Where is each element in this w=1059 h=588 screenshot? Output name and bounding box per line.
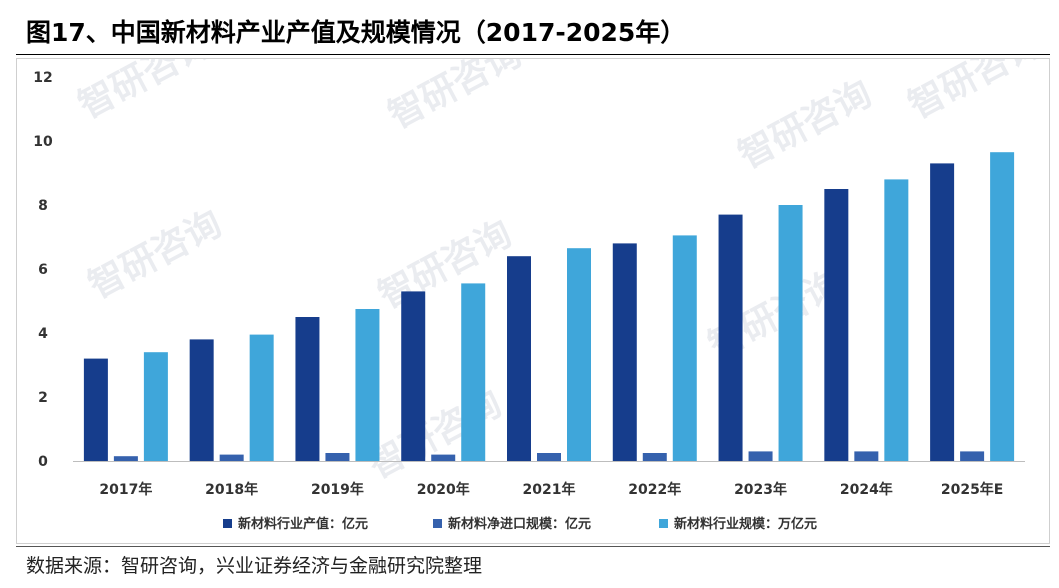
- bar-series-3: [144, 352, 168, 461]
- x-tick-label: 2022年: [628, 481, 681, 498]
- watermark-text: 智研咨询: [82, 203, 228, 307]
- bar-series-1: [824, 189, 848, 461]
- x-tick-label: 2017年: [99, 481, 152, 498]
- bar-series-3: [250, 335, 274, 461]
- bar-series-2: [114, 456, 138, 461]
- bar-series-2: [643, 453, 667, 461]
- bar-series-3: [884, 179, 908, 461]
- figure-title: 图17、中国新材料产业产值及规模情况（2017-2025年）: [26, 15, 685, 51]
- watermark-text: 智研咨询: [72, 59, 218, 127]
- y-tick-label: 2: [38, 390, 48, 406]
- legend-label-series-1: 新材料行业产值：亿元: [238, 516, 368, 532]
- y-tick-label: 6: [38, 262, 48, 278]
- watermark-text: 智研咨询: [732, 73, 878, 177]
- watermark-text: 智研咨询: [382, 59, 528, 137]
- y-axis-ticks: 0 2 4 6 8 10 12: [33, 70, 53, 470]
- bar-series-1: [84, 359, 108, 461]
- x-tick-label: 2019年: [311, 481, 364, 498]
- x-tick-label: 2024年: [840, 481, 893, 498]
- bar-series-2: [220, 455, 244, 461]
- bars-layer: [84, 152, 1014, 461]
- x-tick-label: 2025年E: [941, 481, 1004, 498]
- bar-series-1: [190, 339, 214, 461]
- x-axis: 2017年 2018年 2019年 2020年 2021年 2022年 2023年 2024年…: [73, 462, 1025, 499]
- watermark-text: 智研咨询: [362, 383, 508, 487]
- watermark-text: 智研咨询: [902, 59, 1048, 127]
- bar-series-1: [719, 215, 743, 461]
- bar-series-3: [673, 235, 697, 461]
- bar-series-3: [990, 152, 1014, 461]
- bar-series-2: [854, 451, 878, 461]
- legend-label-series-2: 新材料净进口规模：亿元: [448, 516, 591, 532]
- bar-series-3: [355, 309, 379, 461]
- bar-series-2: [749, 451, 773, 461]
- chart-frame: 智研咨询智研咨询智研咨询智研咨询智研咨询智研咨询智研咨询智研咨询 0246810…: [16, 58, 1050, 544]
- bar-series-3: [779, 205, 803, 461]
- bar-series-3: [567, 248, 591, 461]
- source-note: 数据来源：智研咨询，兴业证券经济与金融研究院整理: [26, 551, 482, 581]
- x-tick-label: 2023年: [734, 481, 787, 498]
- bar-series-2: [325, 453, 349, 461]
- legend-swatch-series-1: [223, 519, 232, 528]
- x-tick-label: 2021年: [523, 481, 576, 498]
- bar-series-2: [960, 451, 984, 461]
- y-tick-label: 12: [33, 70, 52, 86]
- title-rule: [16, 54, 1050, 55]
- bar-series-1: [930, 163, 954, 461]
- bar-series-2: [537, 453, 561, 461]
- legend: 新材料行业产值：亿元 新材料净进口规模：亿元 新材料行业规模：万亿元: [223, 516, 817, 532]
- x-tick-label: 2018年: [205, 481, 258, 498]
- y-tick-label: 10: [33, 134, 53, 150]
- watermark-text: 智研咨询: [372, 213, 518, 317]
- bar-series-1: [613, 243, 637, 461]
- y-tick-label: 0: [38, 454, 48, 470]
- bar-series-1: [295, 317, 319, 461]
- x-tick-label: 2020年: [417, 481, 470, 498]
- legend-swatch-series-2: [433, 519, 442, 528]
- source-rule: [16, 546, 1050, 547]
- legend-swatch-series-3: [659, 519, 668, 528]
- y-tick-label: 8: [38, 198, 48, 214]
- legend-label-series-3: 新材料行业规模：万亿元: [674, 516, 817, 532]
- y-tick-label: 4: [38, 326, 48, 342]
- bar-series-1: [507, 256, 531, 461]
- bar-series-3: [461, 283, 485, 461]
- bar-series-2: [431, 455, 455, 461]
- bar-chart: 智研咨询智研咨询智研咨询智研咨询智研咨询智研咨询智研咨询智研咨询 0246810…: [17, 59, 1051, 545]
- bar-series-1: [401, 291, 425, 461]
